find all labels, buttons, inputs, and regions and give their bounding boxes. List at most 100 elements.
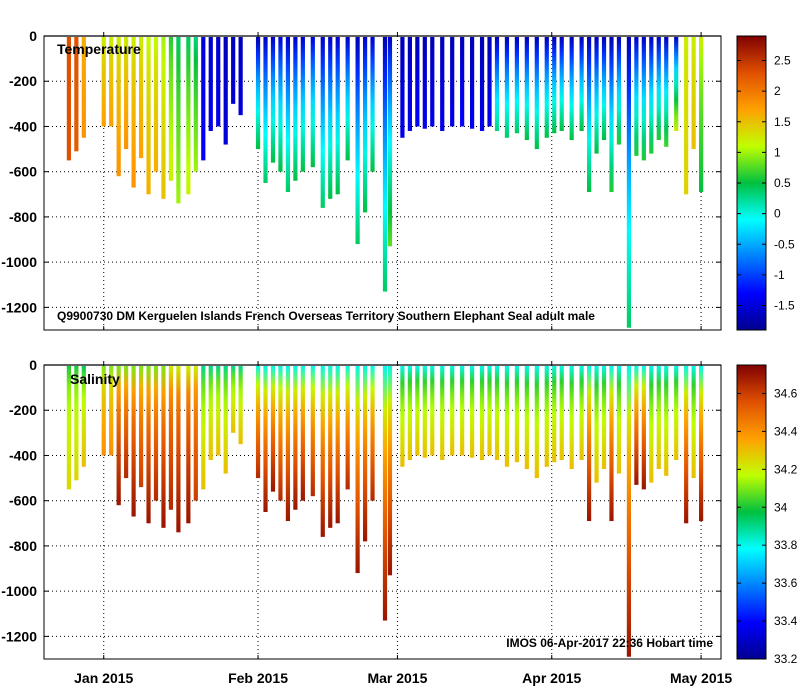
profile-cast [609,366,614,522]
salinity-colorbar-ticks: 34.6 34.4 34.2 34 33.8 33.6 33.4 33.2 [737,386,798,666]
profile-cast [131,37,136,188]
profile-cast [387,366,393,576]
profile-cast [450,37,455,127]
profile-cast [601,37,607,141]
y-tick-label: -400 [9,447,37,463]
profile-cast [430,37,435,127]
profile-cast [514,366,520,463]
profile-cast [586,37,592,193]
profile-cast [355,366,360,574]
profile-cast [415,366,420,456]
profile-cast [450,366,455,456]
profile-cast [193,366,198,501]
profile-cast [601,366,607,470]
profile-cast [674,366,679,460]
profile-cast [370,37,375,172]
colorbar-tick-label: 0.5 [774,176,791,190]
colorbar-tick-label: 33.2 [774,652,798,666]
profile-cast [534,37,539,150]
profile-cast [649,37,654,154]
colorbar-tick-label: 34.6 [774,386,798,400]
colorbar-tick-label: 1.5 [774,115,791,129]
profile-cast [494,37,500,131]
profile-cast [470,366,475,458]
profile-cast [320,37,325,208]
profile-cast [161,37,166,199]
y-tick-label: 0 [29,28,37,44]
colorbar-tick-label: -1 [774,268,785,282]
profile-cast [293,366,298,510]
profile-cast [278,366,283,501]
profile-cast [656,37,661,141]
profile-cast [440,37,445,131]
profile-cast [335,366,340,524]
colorbar-tick-label: 34 [774,500,788,514]
profile-cast [310,366,315,497]
salinity-y-ticks: 0 -200 -400 -600 -800 -1000 -1200 [1,357,721,644]
profile-cast [649,366,654,483]
profile-cast [626,366,632,657]
y-tick-label: -200 [9,73,37,89]
profile-cast [594,37,599,154]
profile-cast [238,366,243,445]
profile-cast [186,37,191,195]
profile-cast [569,37,574,141]
profile-cast [176,37,181,204]
profile-cast [698,37,704,193]
y-tick-label: -1200 [1,628,37,644]
temperature-annotation: Q9900730 DM Kerguelen Islands French Ove… [57,309,595,323]
y-tick-label: -1200 [1,299,37,315]
temperature-colorbar-ticks: 2.5 2 1.5 1 0.5 0 -0.5 -1 -1.5 [737,54,795,313]
profile-cast [208,366,213,460]
profile-cast [634,366,639,485]
profile-cast [66,37,71,161]
profile-cast [270,366,276,492]
profile-cast [223,366,228,474]
profile-cast [430,366,435,456]
profile-cast [634,37,639,156]
profile-cast [552,366,557,463]
profile-cast [300,366,305,501]
temperature-panel: 0-200-400-600-800-1000-1200 Temperature … [1,28,722,331]
profile-cast [335,37,340,195]
profile-cast [664,37,669,147]
y-tick-label: -400 [9,118,37,134]
profile-cast [524,366,529,470]
profile-cast [223,37,228,145]
profile-cast [504,37,510,138]
profile-cast [109,37,114,127]
time-axis: Jan 2015 Feb 2015 Mar 2015 Apr 2015 May 2015 [74,670,732,686]
profile-cast [231,37,236,104]
profile-cast [524,37,529,141]
profile-cast [616,366,622,474]
profile-cast [345,37,350,161]
profile-cast [186,366,191,524]
profile-cast [285,37,291,193]
profile-cast [470,37,475,129]
profile-cast [74,37,79,152]
profile-cast [310,37,315,168]
colorbar-tick-label: 34.4 [774,424,798,438]
x-tick-label: Apr 2015 [522,670,581,686]
profile-cast [415,37,420,127]
profile-cast [255,366,261,479]
profile-cast [176,366,181,533]
profile-cast [460,37,465,127]
colorbar-tick-label: -0.5 [774,237,795,251]
salinity-panel: 0 -200 -400 -600 -800 -1000 -1200 Salinity IMO… [1,357,722,660]
profile-cast [101,366,106,456]
profile-cast [544,37,549,138]
profile-cast [544,366,549,467]
profile-cast [479,37,485,131]
profile-cast [362,366,368,542]
profile-cast [216,37,221,127]
profile-cast [382,37,388,292]
colorbar-tick-label: 2.5 [774,54,791,68]
profile-cast [586,366,592,522]
colorbar-tick-label: 33.6 [774,576,798,590]
profile-cast [320,366,325,537]
profile-cast [494,366,500,460]
profile-cast [101,37,106,127]
colorbar-tick-label: 0 [774,207,781,221]
profile-cast [534,366,539,479]
